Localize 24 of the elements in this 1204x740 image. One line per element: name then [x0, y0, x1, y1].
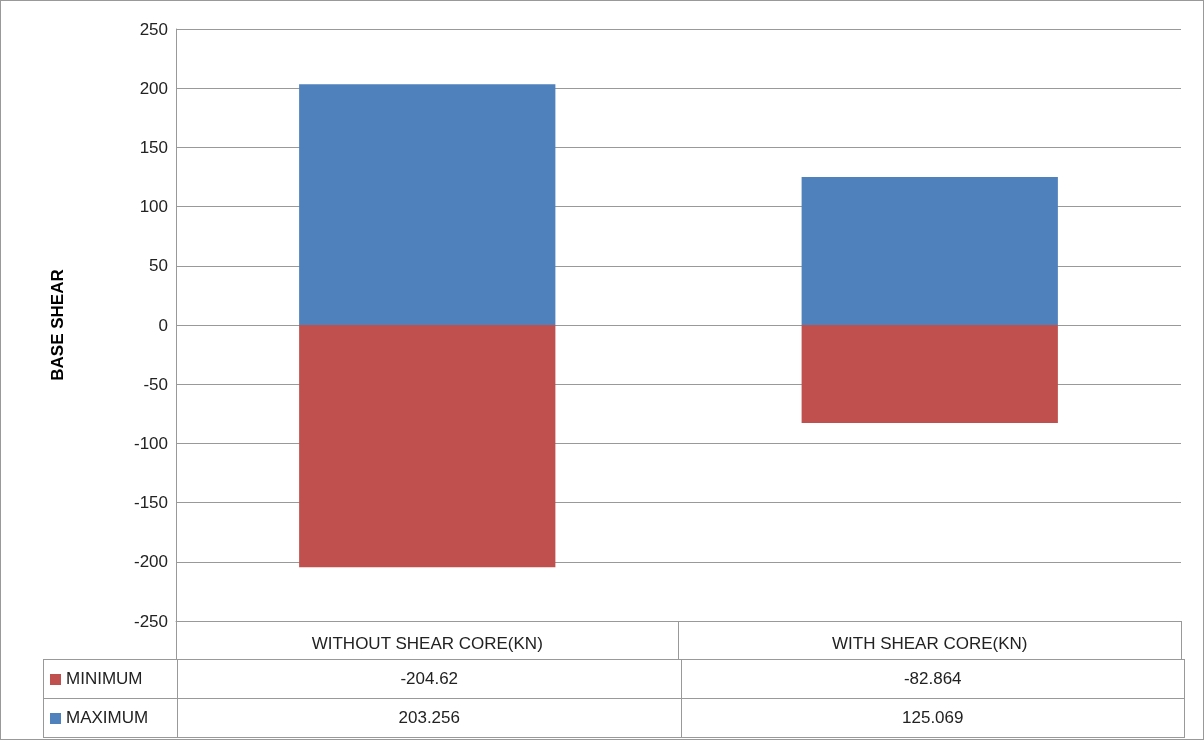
data-label: 125.069 — [681, 698, 1185, 738]
y-tick-label: -250 — [133, 611, 168, 631]
data-label: 203.256 — [177, 698, 681, 738]
y-tick-label: 250 — [139, 19, 168, 39]
y-axis-title: BASE SHEAR — [48, 269, 67, 381]
bar — [299, 325, 556, 568]
bar — [801, 325, 1058, 424]
y-tick-label: 200 — [139, 78, 168, 98]
y-tick-label: -150 — [133, 493, 168, 513]
bar — [299, 84, 556, 325]
data-label: -204.62 — [177, 659, 681, 699]
y-tick-label: 0 — [158, 315, 168, 335]
data-label: -82.864 — [681, 659, 1185, 699]
x-tick-label: WITHOUT SHEAR CORE(KN) — [311, 634, 543, 653]
legend-label: MAXIMUM — [43, 698, 178, 738]
y-tick-label: 150 — [139, 137, 168, 157]
y-tick-label: -200 — [133, 552, 168, 572]
y-tick-label: -50 — [143, 374, 168, 394]
bar — [801, 176, 1058, 325]
legend-label: MINIMUM — [43, 659, 178, 699]
y-tick-label: 100 — [139, 197, 168, 217]
y-tick-label: -100 — [133, 433, 168, 453]
x-tick-label: WITH SHEAR CORE(KN) — [832, 634, 1028, 653]
y-tick-label: 50 — [149, 256, 168, 276]
